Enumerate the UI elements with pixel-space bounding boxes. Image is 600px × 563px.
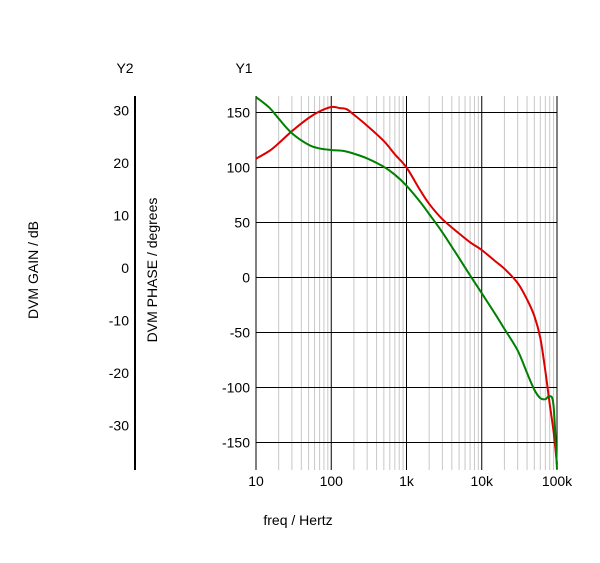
y2-tick-label: -30 xyxy=(109,417,129,433)
y1-tick-label: 100 xyxy=(227,160,251,176)
y2-axis-tag: Y2 xyxy=(116,60,133,76)
y2-tick-label: 30 xyxy=(113,103,129,119)
y2-tick-label: -10 xyxy=(109,313,129,329)
series xyxy=(255,96,558,470)
gain-series-line xyxy=(255,96,558,470)
x-tick-label: 10k xyxy=(470,473,494,489)
phase-series-line xyxy=(255,105,558,465)
y2-tick-label: 20 xyxy=(113,155,129,171)
y2-axis-label: DVM GAIN / dB xyxy=(25,221,41,319)
y1-tick-label: 150 xyxy=(227,105,251,121)
x-axis-label: freq / Hertz xyxy=(263,512,332,528)
x-tick-label: 1k xyxy=(399,473,415,489)
y2-tick-label: 10 xyxy=(113,208,129,224)
y1-axis-tag: Y1 xyxy=(235,60,252,76)
y2-tick-label: 0 xyxy=(121,260,129,276)
y2-tick-label: -20 xyxy=(109,365,129,381)
y1-tick-label: 0 xyxy=(242,270,250,286)
y1-axis-label: DVM PHASE / degrees xyxy=(144,198,160,343)
tick-labels: 10 100 1k 10k 100k150100500-50-100-150302010… xyxy=(109,103,573,489)
x-tick-label: 100k xyxy=(542,473,573,489)
y1-tick-label: 50 xyxy=(234,215,250,231)
y1-tick-label: -100 xyxy=(222,380,250,396)
y1-tick-label: -150 xyxy=(222,435,250,451)
y1-tick-label: -50 xyxy=(230,325,250,341)
x-tick-label: 10 xyxy=(248,473,264,489)
grid xyxy=(255,96,558,470)
x-tick-label: 100 xyxy=(320,473,344,489)
